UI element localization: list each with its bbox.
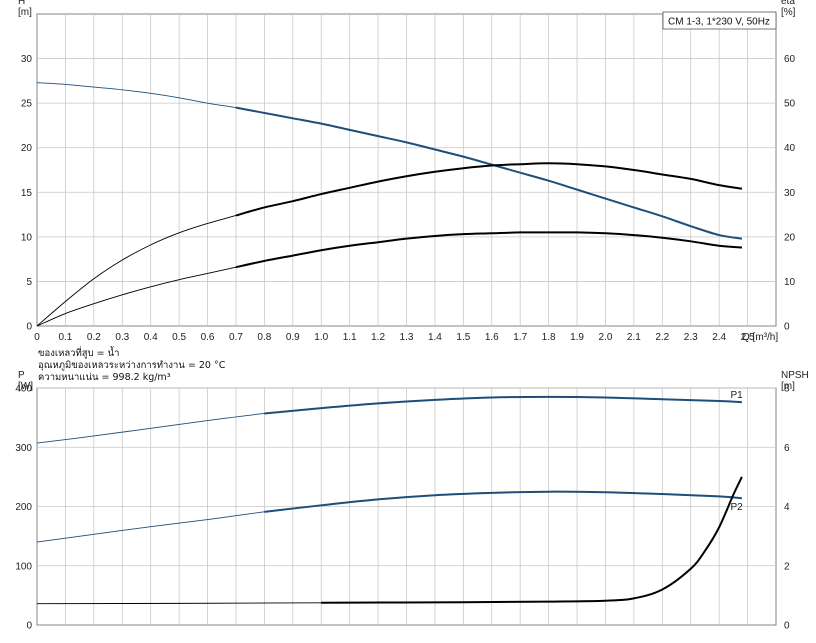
- y-right-tick-label: 10: [784, 277, 796, 288]
- x-tick-label: 2.5: [741, 332, 755, 343]
- x-tick-label: 1.2: [371, 332, 385, 343]
- x-tick-label: 1.7: [513, 332, 527, 343]
- y-left-tick-label: 100: [15, 561, 32, 572]
- y-right-axis-label: [%]: [781, 7, 796, 18]
- x-tick-label: 0.6: [201, 332, 215, 343]
- x-tick-label: 1.5: [456, 332, 470, 343]
- series-label-p2: P2: [731, 502, 744, 513]
- y-right-axis-label: [m]: [781, 381, 795, 392]
- x-tick-label: 1.9: [570, 332, 584, 343]
- y-right-tick-label: 0: [784, 322, 790, 333]
- y-left-axis-label: P: [18, 370, 25, 381]
- fluid-note: ของเหลวที่สูบ = น้ำ: [38, 348, 120, 359]
- y-right-tick-label: 2: [784, 561, 790, 572]
- x-tick-label: 0.5: [172, 332, 186, 343]
- x-tick-label: 2.4: [712, 332, 726, 343]
- y-right-tick-label: 6: [784, 443, 790, 454]
- density-note: ความหนาแน่น = 998.2 kg/m³: [38, 372, 171, 383]
- y-left-tick-label: 300: [15, 443, 32, 454]
- x-tick-label: 1.3: [400, 332, 414, 343]
- x-tick-label: 0.3: [115, 332, 129, 343]
- bottom-plot-series: [36, 395, 743, 605]
- x-axis-label: Q [m³/h]: [742, 332, 778, 343]
- y-left-tick-label: 5: [26, 277, 32, 288]
- y-left-axis-label: [m]: [18, 7, 32, 18]
- x-tick-label: 2.2: [655, 332, 669, 343]
- y-right-tick-label: 20: [784, 232, 796, 243]
- x-tick-label: 0.9: [286, 332, 300, 343]
- x-tick-label: 0.1: [58, 332, 72, 343]
- top-plot-grid: [36, 13, 777, 327]
- x-tick-label: 0: [34, 332, 40, 343]
- y-right-tick-label: 40: [784, 143, 796, 154]
- bottom-plot-grid: [36, 387, 777, 626]
- temperature-note: อุณหภูมิของเหลวระหว่างการทำงาน = 20 °C: [38, 360, 226, 371]
- x-tick-label: 1.0: [314, 332, 328, 343]
- y-right-tick-label: 30: [784, 188, 796, 199]
- x-tick-label: 2.3: [684, 332, 698, 343]
- y-left-axis-label: H: [18, 0, 25, 7]
- y-left-axis-label: [W]: [18, 381, 33, 392]
- x-tick-label: 0.8: [257, 332, 271, 343]
- power-p1-duty-segment: [264, 395, 742, 415]
- y-right-axis-label: eta: [781, 0, 795, 7]
- y-left-tick-label: 0: [26, 322, 32, 333]
- legend-box: [662, 11, 777, 30]
- x-tick-label: 1.4: [428, 332, 442, 343]
- npsh-duty-segment: [321, 476, 743, 604]
- top-plot-series: [36, 82, 743, 327]
- y-left-tick-label: 10: [21, 232, 33, 243]
- y-left-tick-label: 200: [15, 502, 32, 513]
- legend-box-label: CM 1-3, 1*230 V, 50Hz: [668, 17, 770, 28]
- x-tick-label: 1.8: [542, 332, 556, 343]
- y-right-tick-label: 60: [784, 54, 796, 65]
- y-left-tick-label: 0: [26, 621, 32, 632]
- y-left-tick-label: 15: [21, 188, 33, 199]
- power-p2-duty-segment: [264, 490, 742, 513]
- y-left-tick-label: 400: [15, 384, 32, 395]
- y-right-axis-label: NPSH: [781, 370, 809, 381]
- y-right-tick-label: 4: [784, 502, 790, 513]
- x-tick-label: 0.2: [87, 332, 101, 343]
- x-tick-label: 0.4: [144, 332, 158, 343]
- series-label-p1: P1: [731, 390, 744, 401]
- overall-efficiency-duty-segment: [235, 231, 742, 269]
- x-tick-label: 0.7: [229, 332, 243, 343]
- x-tick-label: 1.6: [485, 332, 499, 343]
- y-right-tick-label: 8: [784, 384, 790, 395]
- y-left-tick-label: 30: [21, 54, 33, 65]
- y-right-tick-label: 50: [784, 99, 796, 110]
- y-left-tick-label: 25: [21, 99, 33, 110]
- x-tick-label: 1.1: [343, 332, 357, 343]
- x-tick-label: 2.1: [627, 332, 641, 343]
- x-tick-label: 2.0: [599, 332, 613, 343]
- y-left-tick-label: 20: [21, 143, 33, 154]
- y-right-tick-label: 0: [784, 621, 790, 632]
- efficiency-duty-segment: [235, 162, 743, 217]
